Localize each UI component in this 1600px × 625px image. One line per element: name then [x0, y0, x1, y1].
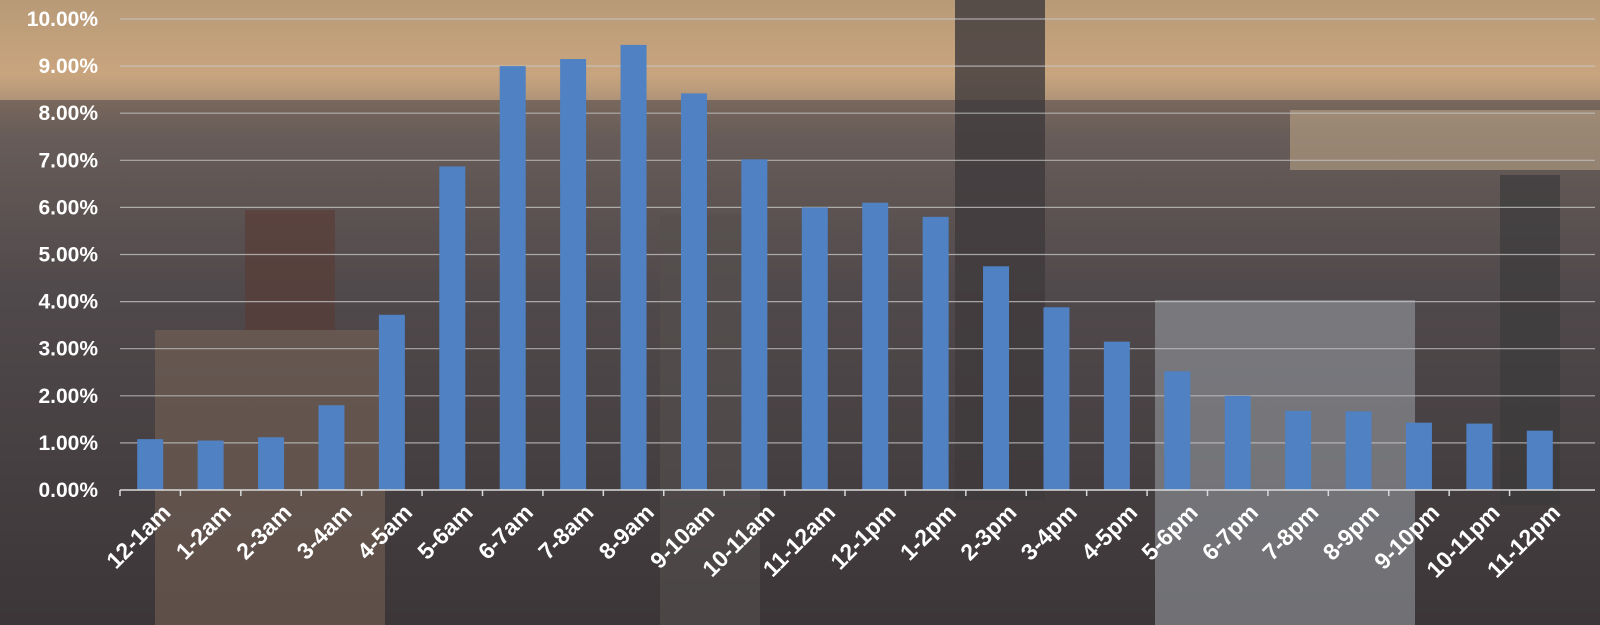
bar [1043, 307, 1070, 490]
y-tick-label: 2.00% [38, 385, 98, 408]
y-tick-label: 9.00% [38, 55, 98, 78]
bar [1103, 341, 1130, 490]
bar [983, 266, 1010, 490]
y-tick-label: 6.00% [38, 196, 98, 219]
y-tick-label: 3.00% [38, 338, 98, 361]
bar [1405, 422, 1432, 490]
bar [741, 159, 768, 490]
y-tick-label: 0.00% [38, 479, 98, 502]
y-tick-label: 7.00% [38, 149, 98, 172]
bar [560, 59, 587, 490]
y-tick-label: 10.00% [27, 8, 99, 31]
bar [439, 166, 466, 490]
x-axis-tick-marks [119, 490, 1511, 496]
bar [1345, 411, 1372, 490]
gridlines [120, 18, 1595, 444]
bar [801, 207, 828, 490]
bar [1466, 423, 1493, 490]
bar [1526, 430, 1553, 490]
bar [620, 44, 647, 490]
bar [197, 440, 224, 490]
bar [1164, 371, 1191, 490]
bar [680, 93, 707, 490]
y-tick-label: 1.00% [38, 432, 98, 455]
bar [499, 66, 526, 490]
bars [137, 44, 1553, 490]
y-tick-label: 4.00% [38, 291, 98, 314]
bar [258, 437, 285, 490]
bar [318, 405, 345, 490]
y-tick-label: 8.00% [38, 102, 98, 125]
y-axis-tick-labels: 0.00% 1.00% 2.00% 3.00% 4.00% 5.00% 6.00% 7.00%… [27, 8, 99, 502]
bar [1285, 410, 1312, 490]
bar [1224, 395, 1251, 490]
bar [137, 439, 164, 490]
bar [922, 216, 949, 490]
y-tick-label: 5.00% [38, 244, 98, 267]
bar [378, 314, 405, 490]
bar [862, 202, 889, 490]
